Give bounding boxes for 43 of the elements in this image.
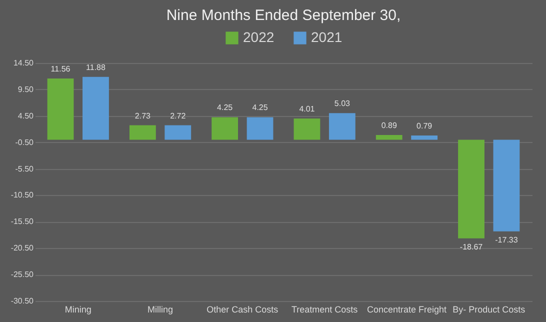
data-label: 11.88 [86,62,106,72]
y-tick-label: -20.50 [10,244,34,253]
y-tick-label: -0.50 [15,138,34,147]
x-tick-label: Milling [148,304,174,314]
y-tick-label: -25.50 [10,270,34,280]
data-label: 11.56 [50,64,71,74]
data-label: 2.72 [170,111,186,120]
bar [47,78,74,140]
bar [82,76,109,140]
legend-label: 2022 [243,29,274,45]
bar [212,117,238,140]
data-label: 4.01 [299,104,316,114]
data-label: 4.25 [217,103,234,112]
y-tick-label: 9.50 [18,84,34,94]
bar [376,134,402,140]
x-tick-label: Mining [64,304,92,314]
data-label: 0.89 [381,120,398,130]
data-label: 5.03 [334,99,351,108]
y-tick-label: -30.50 [10,296,34,306]
data-label: 0.79 [416,122,433,131]
chart-title: Nine Months Ended September 30, [166,7,401,24]
bar [458,140,484,238]
data-label: -18.67 [460,242,484,252]
bar [129,125,156,140]
x-tick-label: Treatment Costs [291,304,358,314]
x-tick-label: Other Cash Costs [206,304,279,314]
y-tick-label: 14.50 [13,58,34,68]
x-tick-label: Concentrate Freight [366,304,447,314]
bar [328,113,356,140]
data-label: 4.25 [252,103,268,112]
data-label: 2.73 [134,111,152,120]
bar [411,136,438,140]
x-tick-label: By- Product Costs [452,304,526,314]
data-label: -17.33 [495,235,518,244]
bar [294,118,320,140]
bar [164,125,192,140]
bar [493,140,520,232]
bar [246,117,274,140]
y-tick-label: -5.50 [15,164,34,174]
legend-label: 2021 [311,29,342,45]
y-tick-label: -15.50 [10,217,34,226]
y-tick-label: 4.50 [18,111,34,120]
y-tick-label: -10.50 [10,190,34,200]
